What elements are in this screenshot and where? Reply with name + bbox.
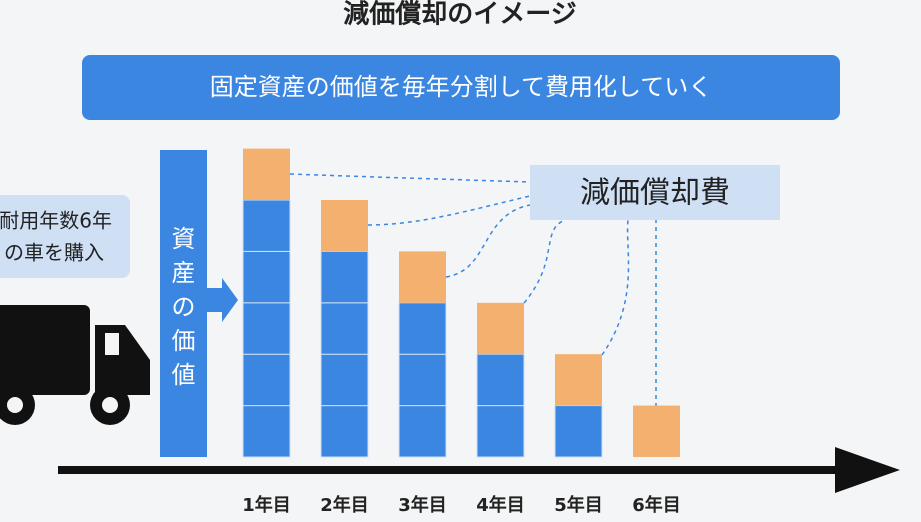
truck [0, 305, 150, 425]
expense-label: 減価償却費 [580, 176, 730, 211]
expense-block [477, 302, 524, 355]
asset-block [398, 302, 447, 355]
note-line: 耐用年数6年 [0, 209, 112, 233]
connectors [289, 173, 657, 407]
asset-block [398, 405, 447, 458]
year-label: 1年目 [242, 494, 291, 516]
asset-column [160, 150, 207, 457]
year-label: 2年目 [320, 494, 369, 516]
asset-block [398, 353, 447, 407]
asset-block [242, 302, 291, 355]
asset-block [476, 405, 525, 458]
asset-char: 値 [172, 361, 196, 389]
asset-char: の [172, 293, 196, 321]
asset-char: 産 [172, 259, 196, 287]
asset-block [320, 250, 369, 304]
asset-block [554, 405, 603, 458]
note-line: の車を購入 [4, 241, 104, 265]
expense-block [321, 200, 368, 252]
expense-block [243, 148, 290, 200]
asset-block [320, 302, 369, 355]
bars: 1年目 2年目 3年目 4年目 5年目 6年目 [242, 148, 681, 516]
axis-head [835, 447, 900, 493]
year-label: 5年目 [554, 494, 603, 516]
year-label: 3年目 [398, 494, 447, 516]
asset-block [242, 353, 291, 407]
asset-block [320, 405, 369, 458]
asset-block [476, 353, 525, 407]
asset-block [242, 250, 291, 304]
asset-char: 資 [172, 225, 196, 253]
asset-block [320, 353, 369, 407]
arrow [207, 278, 238, 322]
year-label: 4年目 [476, 494, 525, 516]
banner-box [82, 55, 840, 120]
expense-block [555, 354, 602, 406]
asset-char: 価 [172, 327, 196, 355]
asset-label: 資産の価値 [172, 225, 196, 389]
year-label: 6年目 [632, 494, 681, 516]
expense-block [399, 251, 446, 303]
expense-box [530, 165, 780, 220]
asset-block [242, 405, 291, 458]
note-box [0, 195, 130, 278]
banner-text: 固定資産の価値を毎年分割して費用化していく [210, 73, 713, 101]
asset-block [242, 199, 291, 252]
title: 減価償却のイメージ [343, 0, 576, 30]
expense-block [633, 405, 680, 457]
